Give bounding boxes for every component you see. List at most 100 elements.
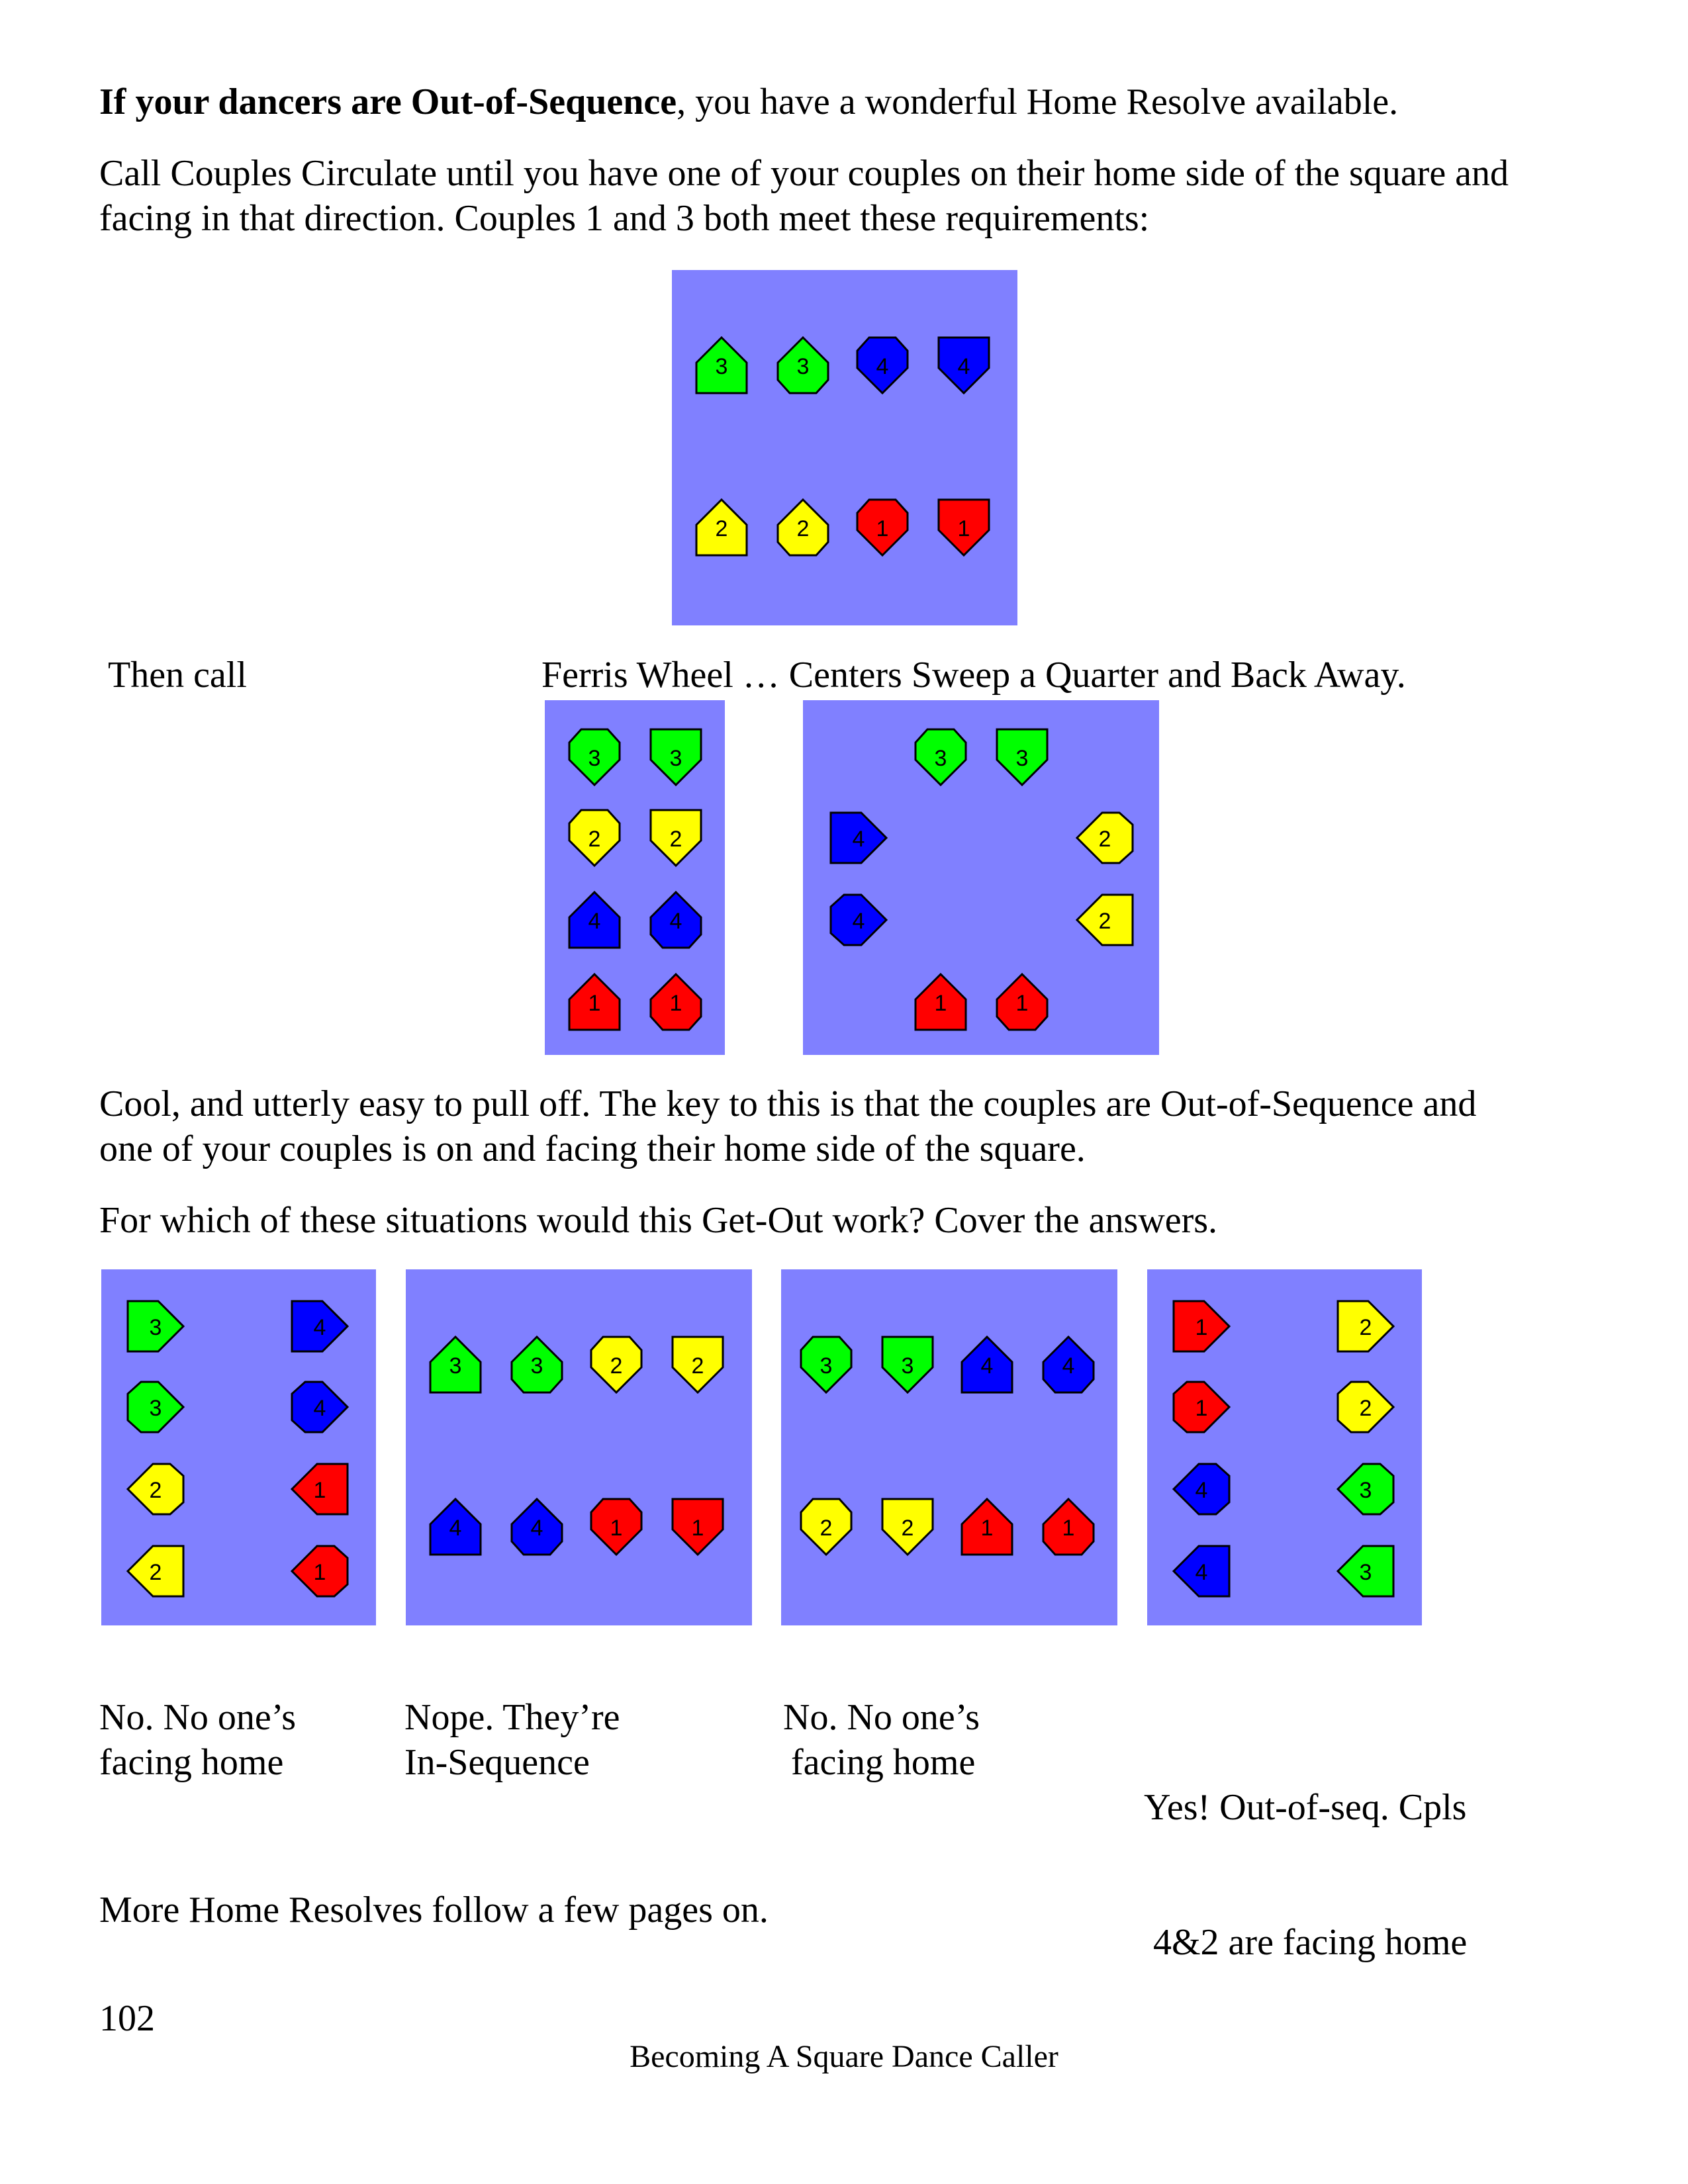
svg-text:4: 4 [853,827,865,852]
answer-3-line-1: No. No one’s [783,1697,980,1738]
dancer-couple-1-q4-0: 1 [1168,1291,1235,1357]
dancer-couple-1-ferris-7: 1 [643,966,709,1032]
dancer-couple-4-q4-2: 4 [1168,1453,1235,1520]
svg-text:4: 4 [449,1516,462,1541]
dancer-couple-1-main-6: 1 [849,492,915,558]
explanation-line-1: Cool, and utterly easy to pull off. The … [99,1083,1477,1124]
answer-3: No. No one’s facing home [783,1695,980,1785]
instruction-line-2: facing in that direction. Couples 1 and … [99,198,1150,239]
dancer-couple-4-q3-3: 4 [1035,1329,1102,1395]
svg-text:2: 2 [797,516,810,541]
svg-text:2: 2 [1099,909,1111,934]
svg-text:3: 3 [935,746,947,771]
svg-text:1: 1 [981,1516,994,1541]
svg-text:2: 2 [1099,827,1111,852]
svg-text:3: 3 [820,1353,833,1379]
dancer-couple-3-q2-0: 3 [422,1329,489,1395]
svg-text:1: 1 [610,1516,623,1541]
question-text: For which of these situations would this… [99,1200,1218,1241]
main-formation-diagram: 3 3 4 4 2 2 1 1 [672,270,1017,625]
svg-text:3: 3 [150,1315,162,1340]
instruction-line-1: Call Couples Circulate until you have on… [99,153,1509,194]
svg-text:2: 2 [820,1516,833,1541]
answer-4-line-2: 4&2 are facing home [1144,1922,1468,1963]
quiz-diagram-2: 3 3 2 2 4 4 1 1 [406,1269,752,1625]
dancer-couple-3-q2-1: 3 [504,1329,570,1395]
svg-text:4: 4 [1196,1560,1208,1585]
svg-text:3: 3 [670,746,682,771]
dancer-couple-4-sweep-3: 4 [825,884,892,950]
svg-text:2: 2 [610,1353,623,1379]
dancer-couple-2-q2-3: 2 [665,1329,731,1395]
dancer-couple-3-main-0: 3 [688,330,755,396]
dancer-couple-3-q3-1: 3 [874,1329,941,1395]
dancer-couple-3-q1-1: 3 [122,1371,189,1437]
svg-text:1: 1 [876,516,889,541]
answer-1-line-2: facing home [99,1742,284,1783]
dancer-couple-2-ferris-2: 2 [561,802,628,868]
dancer-couple-1-sweep-7: 1 [989,966,1055,1032]
svg-text:4: 4 [1062,1353,1075,1379]
dancer-couple-4-q3-2: 4 [954,1329,1020,1395]
svg-text:1: 1 [314,1478,326,1503]
svg-text:2: 2 [1360,1396,1372,1421]
svg-text:1: 1 [670,991,682,1016]
sweep-back-away-diagram: 3 3 4 4 2 2 1 1 [803,700,1159,1055]
intro-bold-lead: If your dancers are Out-of-Sequence [99,81,677,122]
dancer-couple-2-main-4: 2 [688,492,755,558]
then-call-label: Then call [108,655,247,696]
dancer-couple-1-sweep-6: 1 [908,966,974,1032]
svg-text:4: 4 [314,1396,326,1421]
dancer-couple-1-q4-1: 1 [1168,1371,1235,1437]
svg-text:4: 4 [981,1353,994,1379]
dancer-couple-3-q4-6: 3 [1333,1453,1399,1520]
dancer-couple-2-q4-5: 2 [1333,1371,1399,1437]
dancer-couple-3-q1-0: 3 [122,1291,189,1357]
svg-text:1: 1 [958,516,970,541]
dancer-couple-1-q3-6: 1 [954,1491,1020,1557]
explanation-line-2: one of your couples is on and facing the… [99,1128,1086,1169]
answer-1-line-1: No. No one’s [99,1697,297,1738]
dancer-couple-2-q3-5: 2 [874,1491,941,1557]
svg-text:1: 1 [314,1560,326,1585]
svg-text:2: 2 [150,1560,162,1585]
intro-rest: , you have a wonderful Home Resolve avai… [677,81,1399,122]
svg-text:4: 4 [853,909,865,934]
dancer-couple-2-q1-3: 2 [122,1535,189,1602]
dancer-couple-4-ferris-4: 4 [561,884,628,950]
intro-paragraph: If your dancers are Out-of-Sequence, you… [99,79,1398,124]
answer-2-line-2: In-Sequence [404,1742,590,1783]
dancer-couple-4-sweep-2: 4 [825,802,892,868]
svg-text:1: 1 [1062,1516,1075,1541]
dancer-couple-1-q1-6: 1 [287,1535,353,1602]
svg-text:3: 3 [531,1353,543,1379]
dancer-couple-2-sweep-4: 2 [1072,802,1138,868]
svg-text:4: 4 [588,909,601,934]
svg-text:2: 2 [716,516,728,541]
svg-text:2: 2 [670,827,682,852]
answer-3-line-2: facing home [791,1742,976,1783]
dancer-couple-1-q2-7: 1 [665,1491,731,1557]
footer-book-title: Becoming A Square Dance Caller [630,2039,1058,2074]
svg-text:1: 1 [935,991,947,1016]
svg-text:2: 2 [588,827,601,852]
dancer-couple-3-main-1: 3 [770,330,836,396]
page-number: 102 [99,1998,155,2039]
dancer-couple-3-q4-7: 3 [1333,1535,1399,1602]
dancer-couple-2-sweep-5: 2 [1072,884,1138,950]
answer-4-line-1: Yes! Out-of-seq. Cpls [1144,1787,1467,1828]
dancer-couple-4-main-2: 4 [849,330,915,396]
dancer-couple-2-q1-2: 2 [122,1453,189,1520]
svg-text:1: 1 [1196,1315,1208,1340]
dancer-couple-1-q2-6: 1 [583,1491,649,1557]
closing-text: More Home Resolves follow a few pages on… [99,1889,769,1931]
svg-text:1: 1 [1196,1396,1208,1421]
dancer-couple-2-main-5: 2 [770,492,836,558]
dancer-couple-4-q2-5: 4 [504,1491,570,1557]
answer-4: Yes! Out-of-seq. Cpls 4&2 are facing hom… [1144,1695,1467,2010]
svg-text:3: 3 [902,1353,914,1379]
svg-text:4: 4 [670,909,682,934]
dancer-couple-2-ferris-3: 2 [643,802,709,868]
svg-text:3: 3 [1016,746,1029,771]
svg-text:4: 4 [531,1516,543,1541]
